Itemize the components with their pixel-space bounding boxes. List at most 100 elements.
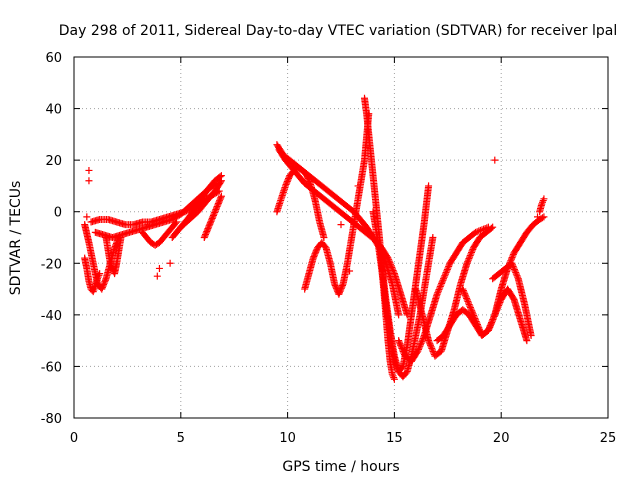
data-point-marker [202, 231, 210, 239]
data-point-marker [117, 234, 125, 241]
data-point-marker [96, 270, 104, 278]
data-point-marker [466, 302, 474, 310]
data-point-marker [472, 318, 480, 326]
data-point-marker [476, 226, 484, 234]
data-point-marker [484, 326, 492, 334]
data-point-marker [426, 340, 434, 348]
data-point-marker [285, 175, 293, 183]
data-point-marker [437, 281, 445, 289]
data-point-marker [338, 283, 346, 291]
data-point-marker [303, 173, 311, 181]
data-point-marker [388, 263, 396, 271]
data-point-marker [476, 327, 484, 335]
data-point-marker [112, 241, 120, 249]
data-point-marker [466, 252, 474, 260]
y-tick-label: 0 [54, 206, 62, 221]
data-point-marker [435, 286, 443, 294]
data-point-marker [512, 269, 520, 277]
data-point-marker [94, 273, 102, 281]
data-point-marker [398, 344, 406, 352]
data-point-marker [85, 177, 93, 185]
data-point-marker [389, 372, 397, 380]
data-point-marker [281, 182, 289, 190]
data-point-marker [426, 341, 434, 349]
data-point-marker [396, 340, 404, 348]
data-point-marker [203, 228, 211, 236]
data-point-marker [509, 262, 517, 270]
data-point-marker [386, 259, 394, 267]
data-point-marker [425, 182, 433, 190]
data-point-marker [427, 343, 435, 351]
data-point-marker [99, 282, 107, 290]
data-point-marker [475, 324, 483, 332]
data-point-marker [538, 198, 546, 206]
data-point-marker [166, 259, 174, 267]
data-point-marker [428, 344, 436, 352]
data-point-marker [468, 308, 476, 316]
data-point-marker [111, 244, 119, 252]
data-point-marker [335, 290, 343, 298]
data-point-marker [90, 286, 98, 294]
data-point-marker [434, 287, 442, 295]
data-point-marker [155, 264, 163, 272]
data-point-marker [204, 225, 212, 233]
data-point-marker [489, 223, 497, 231]
data-point-marker [397, 341, 405, 349]
data-point-marker [512, 270, 520, 278]
data-point-marker [511, 267, 519, 275]
data-point-marker [100, 279, 108, 287]
data-point-marker [464, 256, 472, 264]
data-point-marker [320, 234, 328, 241]
data-point-marker [425, 337, 433, 345]
data-point-marker [487, 320, 495, 328]
data-point-marker [282, 180, 290, 188]
data-point-marker [436, 284, 444, 292]
data-point-marker [465, 301, 473, 309]
data-point-marker [283, 178, 291, 186]
data-point-marker [305, 178, 313, 186]
data-point-marker [217, 194, 225, 202]
y-tick-label: -40 [41, 309, 62, 324]
data-point-marker [417, 339, 425, 347]
data-point-marker [284, 176, 292, 184]
data-point-marker [387, 260, 395, 268]
data-point-marker [310, 253, 318, 261]
data-point-marker [153, 272, 161, 280]
data-point-marker [490, 314, 498, 322]
data-point-marker [495, 300, 503, 308]
data-point-marker [312, 248, 320, 256]
data-point-marker [98, 284, 106, 292]
data-point-marker [438, 278, 446, 286]
grid [74, 57, 608, 418]
data-point-marker [461, 290, 469, 298]
data-point-marker [385, 257, 393, 265]
data-point-marker [440, 273, 448, 281]
data-point-marker [395, 337, 403, 345]
data-point-marker [216, 197, 224, 205]
data-point-marker [491, 309, 499, 317]
y-tick-label: 40 [45, 103, 62, 118]
data-point-marker [214, 201, 222, 209]
data-point-marker [215, 198, 223, 206]
plot-frame [73, 56, 609, 419]
data-point-marker [209, 213, 217, 221]
data-point-marker [463, 259, 471, 267]
data-point-marker [434, 289, 442, 297]
x-tick-label: 20 [493, 431, 510, 446]
data-point-marker [205, 223, 213, 231]
data-point-marker [415, 344, 423, 352]
data-point-marker [488, 317, 496, 325]
data-point-marker [98, 285, 106, 293]
axis-ticks: 0 5 10 15 20 25 60 40 20 0 -20 -40 -60 -80 [41, 51, 617, 446]
data-point-marker [217, 192, 225, 200]
data-point-marker [210, 210, 218, 218]
data-marks [81, 94, 548, 383]
data-point-marker [494, 303, 502, 311]
data-point-marker [466, 253, 474, 261]
y-axis-label: SDTVAR / TECUs [8, 181, 24, 296]
data-point-marker [433, 290, 441, 298]
data-point-marker [414, 347, 422, 355]
data-point-marker [208, 216, 216, 224]
data-point-marker [202, 229, 210, 237]
data-point-marker [205, 222, 213, 230]
